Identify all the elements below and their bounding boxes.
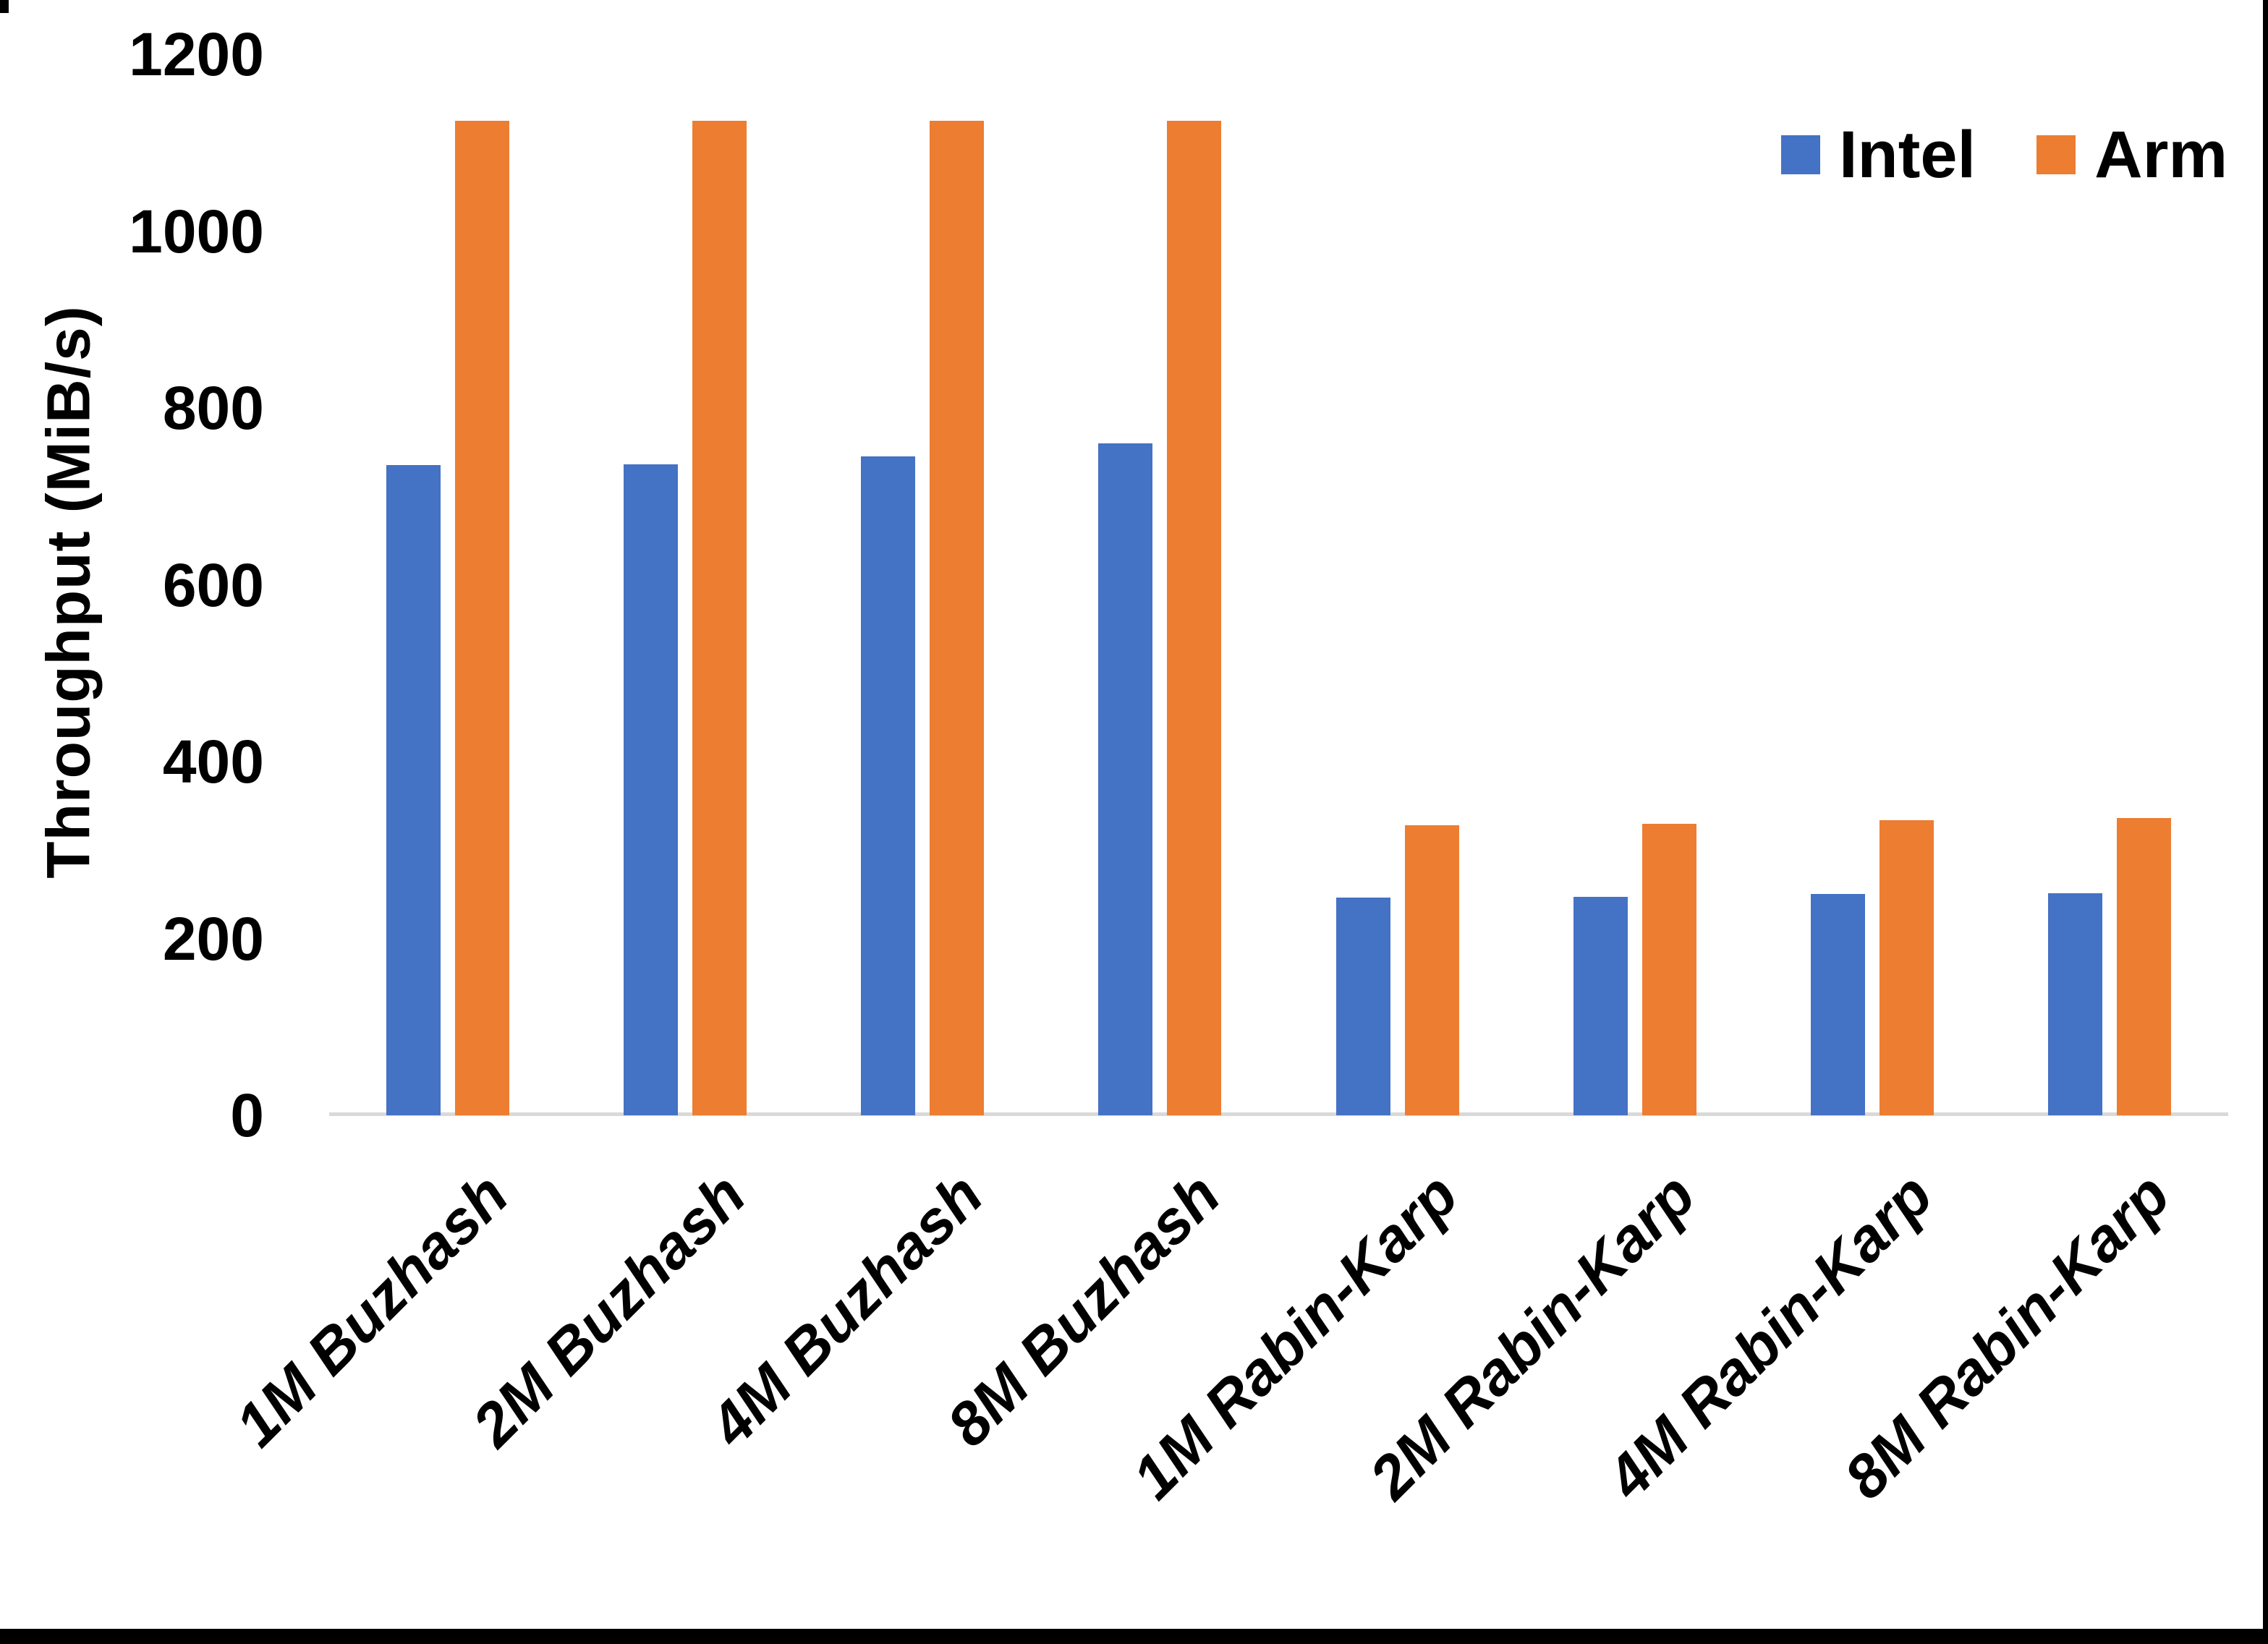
y-tick-label: 0 — [230, 1081, 264, 1149]
legend-item-arm: Arm — [2036, 122, 2227, 188]
legend-label-arm: Arm — [2094, 118, 2228, 192]
y-tick-label: 400 — [162, 728, 264, 796]
legend-swatch-arm — [2036, 135, 2076, 174]
x-axis-line — [329, 1112, 2228, 1116]
bar-arm-7 — [1880, 820, 1934, 1115]
y-tick-label: 200 — [162, 904, 264, 973]
screen-border-right — [2263, 0, 2268, 1644]
y-tick-label: 1000 — [129, 197, 264, 265]
bar-arm-5 — [1405, 825, 1459, 1115]
screen-border-corner-mark — [0, 0, 9, 13]
bar-arm-8 — [2117, 818, 2171, 1115]
legend-label-intel: Intel — [1839, 118, 1976, 192]
y-tick-label: 1200 — [129, 20, 264, 88]
bar-arm-2 — [692, 121, 747, 1115]
bar-intel-7 — [1811, 894, 1865, 1115]
bar-intel-8 — [2048, 893, 2102, 1115]
bar-intel-2 — [624, 464, 678, 1115]
screen-border-bottom — [0, 1629, 2268, 1644]
bar-intel-1 — [386, 465, 441, 1115]
bar-intel-6 — [1573, 897, 1628, 1115]
legend-item-intel: Intel — [1781, 122, 1976, 188]
legend-swatch-intel — [1781, 135, 1820, 174]
y-tick-label: 600 — [162, 550, 264, 619]
y-tick-label: 800 — [162, 374, 264, 442]
bar-arm-1 — [455, 121, 509, 1115]
bar-arm-3 — [930, 121, 984, 1115]
bar-intel-5 — [1336, 898, 1390, 1115]
bar-arm-4 — [1167, 121, 1221, 1115]
legend: Intel Arm — [1781, 122, 2227, 188]
bar-arm-6 — [1642, 824, 1696, 1115]
bar-intel-4 — [1098, 443, 1152, 1115]
bar-intel-3 — [861, 456, 915, 1115]
